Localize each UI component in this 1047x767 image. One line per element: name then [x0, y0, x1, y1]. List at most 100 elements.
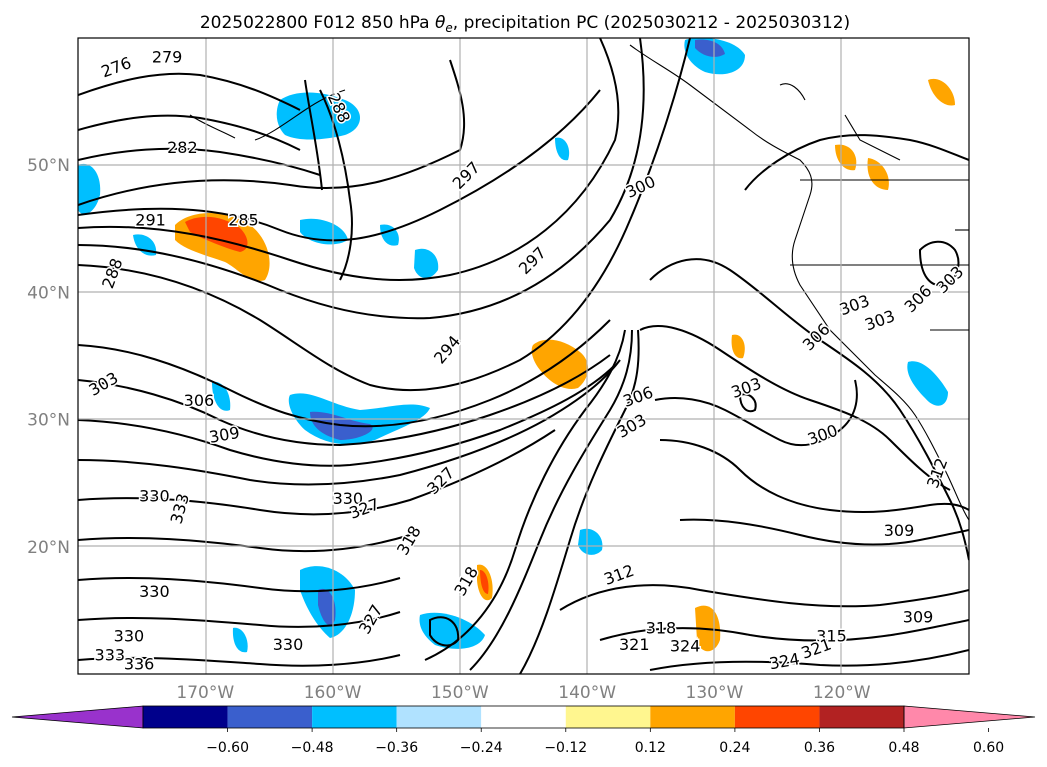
- contour-label: 333: [167, 491, 193, 525]
- contour-label: 330: [333, 489, 364, 508]
- contour-label: 297: [449, 158, 484, 193]
- colorbar-swatch: [143, 706, 228, 728]
- colorbar-tick-label: −0.12: [544, 740, 587, 756]
- contour-label: 306: [620, 383, 655, 411]
- colorbar-swatch: [650, 706, 735, 728]
- contour-label: 330: [273, 635, 304, 654]
- x-tick-label: 140°W: [558, 683, 616, 703]
- gridlines: [78, 38, 969, 674]
- theta-e-contours: [78, 38, 969, 674]
- contour-label: 321: [619, 635, 650, 654]
- precip-positive-core: [480, 570, 489, 594]
- y-tick-label: 40°N: [27, 283, 70, 303]
- x-tick-labels: 170°W 160°W 150°W 140°W 130°W 120°W: [176, 683, 870, 703]
- colorbar-tick-label: 0.36: [804, 740, 835, 756]
- contour-label: 294: [430, 332, 464, 368]
- colorbar-tick-label: 0.48: [888, 740, 919, 756]
- y-tick-label: 30°N: [27, 411, 70, 431]
- contour-label: 312: [923, 455, 951, 490]
- contour-label: 315: [816, 626, 847, 645]
- precip-negative-blob: [419, 612, 485, 649]
- contour-label: 330: [139, 486, 170, 505]
- colorbar: −0.60 −0.48 −0.36 −0.24 −0.12 0.12 0.24 0.36 0.4…: [11, 705, 1036, 756]
- contour-label: 306: [901, 281, 936, 316]
- colorbar-tick-label: −0.60: [206, 740, 249, 756]
- colorbar-tick-label: −0.48: [291, 740, 334, 756]
- contour-label: 276: [99, 53, 134, 81]
- contour-label: 330: [114, 626, 145, 645]
- x-tick-label: 120°W: [813, 683, 871, 703]
- contour-label: 306: [184, 391, 215, 410]
- contour-label: 306: [799, 319, 834, 354]
- y-tick-label: 20°N: [27, 538, 70, 558]
- precip-negative-blob: [414, 248, 439, 279]
- contour-label: 318: [646, 619, 677, 638]
- contour-label: 279: [152, 48, 183, 67]
- colorbar-swatch: [481, 706, 566, 728]
- precip-negative-blob: [907, 361, 948, 406]
- contour-label: 300: [805, 421, 840, 449]
- precip-positive-blob: [731, 334, 745, 359]
- precip-positive-blob: [867, 158, 889, 190]
- colorbar-swatch: [819, 706, 904, 728]
- precip-positive-blob: [928, 78, 955, 106]
- contour-label: 303: [729, 374, 764, 402]
- precip-negative-core: [318, 588, 336, 626]
- contour-label: 288: [98, 256, 126, 291]
- precip-fills: [78, 38, 955, 653]
- precip-negative-blob: [380, 224, 399, 246]
- colorbar-extend-high: [903, 705, 1036, 729]
- contour-label: 318: [393, 522, 425, 558]
- precip-negative-core: [695, 39, 725, 57]
- colorbar-outline: [142, 705, 905, 729]
- chart-title: 2025022800 F012 850 hPa θe, precipitatio…: [200, 13, 850, 35]
- colorbar-swatch: [396, 706, 482, 728]
- y-tick-labels: 20°N 30°N 40°N 50°N: [27, 156, 70, 558]
- contour-label: 285: [228, 210, 259, 229]
- contour-label: 309: [884, 521, 915, 540]
- colorbar-extend-low: [11, 705, 144, 729]
- x-tick-label: 150°W: [431, 683, 489, 703]
- contour-label: 303: [85, 368, 121, 400]
- contour-label: 282: [167, 138, 198, 157]
- colorbar-swatch: [734, 706, 820, 728]
- precip-negative-blob: [555, 137, 570, 161]
- contour-label: 309: [903, 607, 934, 626]
- contour-label: 324: [670, 637, 701, 656]
- map-frame: [77, 37, 970, 675]
- contour-label: 327: [355, 601, 387, 637]
- contour-label: 321: [799, 634, 834, 662]
- precip-negative-blob: [578, 528, 603, 555]
- precip-negative-blob: [276, 92, 360, 140]
- precip-positive-blob: [835, 144, 857, 171]
- contour-label: 324: [768, 649, 801, 673]
- x-tick-label: 130°W: [686, 683, 744, 703]
- colorbar-tick-label: 0.12: [635, 740, 666, 756]
- contour-label: 336: [124, 654, 155, 673]
- precip-negative-blob: [212, 381, 231, 411]
- precip-negative-blob: [78, 163, 101, 215]
- contour-label: 333: [95, 645, 126, 664]
- y-tick-label: 50°N: [27, 156, 70, 176]
- colorbar-tick-label: −0.24: [460, 740, 503, 756]
- coastlines: [189, 44, 969, 521]
- x-tick-label: 160°W: [304, 683, 362, 703]
- contour-label: 300: [623, 172, 659, 202]
- colorbar-tick-label: −0.36: [375, 740, 418, 756]
- contour-label: 303: [862, 306, 897, 334]
- contour-label: 312: [601, 561, 636, 589]
- colorbar-tick-label: 0.24: [719, 740, 750, 756]
- contour-label: 330: [139, 582, 170, 601]
- colorbar-swatch: [312, 706, 397, 728]
- x-tick-label: 170°W: [176, 683, 234, 703]
- colorbar-swatch: [227, 706, 313, 728]
- contour-label: 291: [135, 210, 166, 229]
- contour-label: 309: [208, 423, 241, 447]
- colorbar-tick-label: 0.60: [973, 740, 1004, 756]
- precip-negative-blob: [232, 627, 248, 653]
- colorbar-swatch: [565, 706, 651, 728]
- contour-label: 303: [614, 410, 650, 442]
